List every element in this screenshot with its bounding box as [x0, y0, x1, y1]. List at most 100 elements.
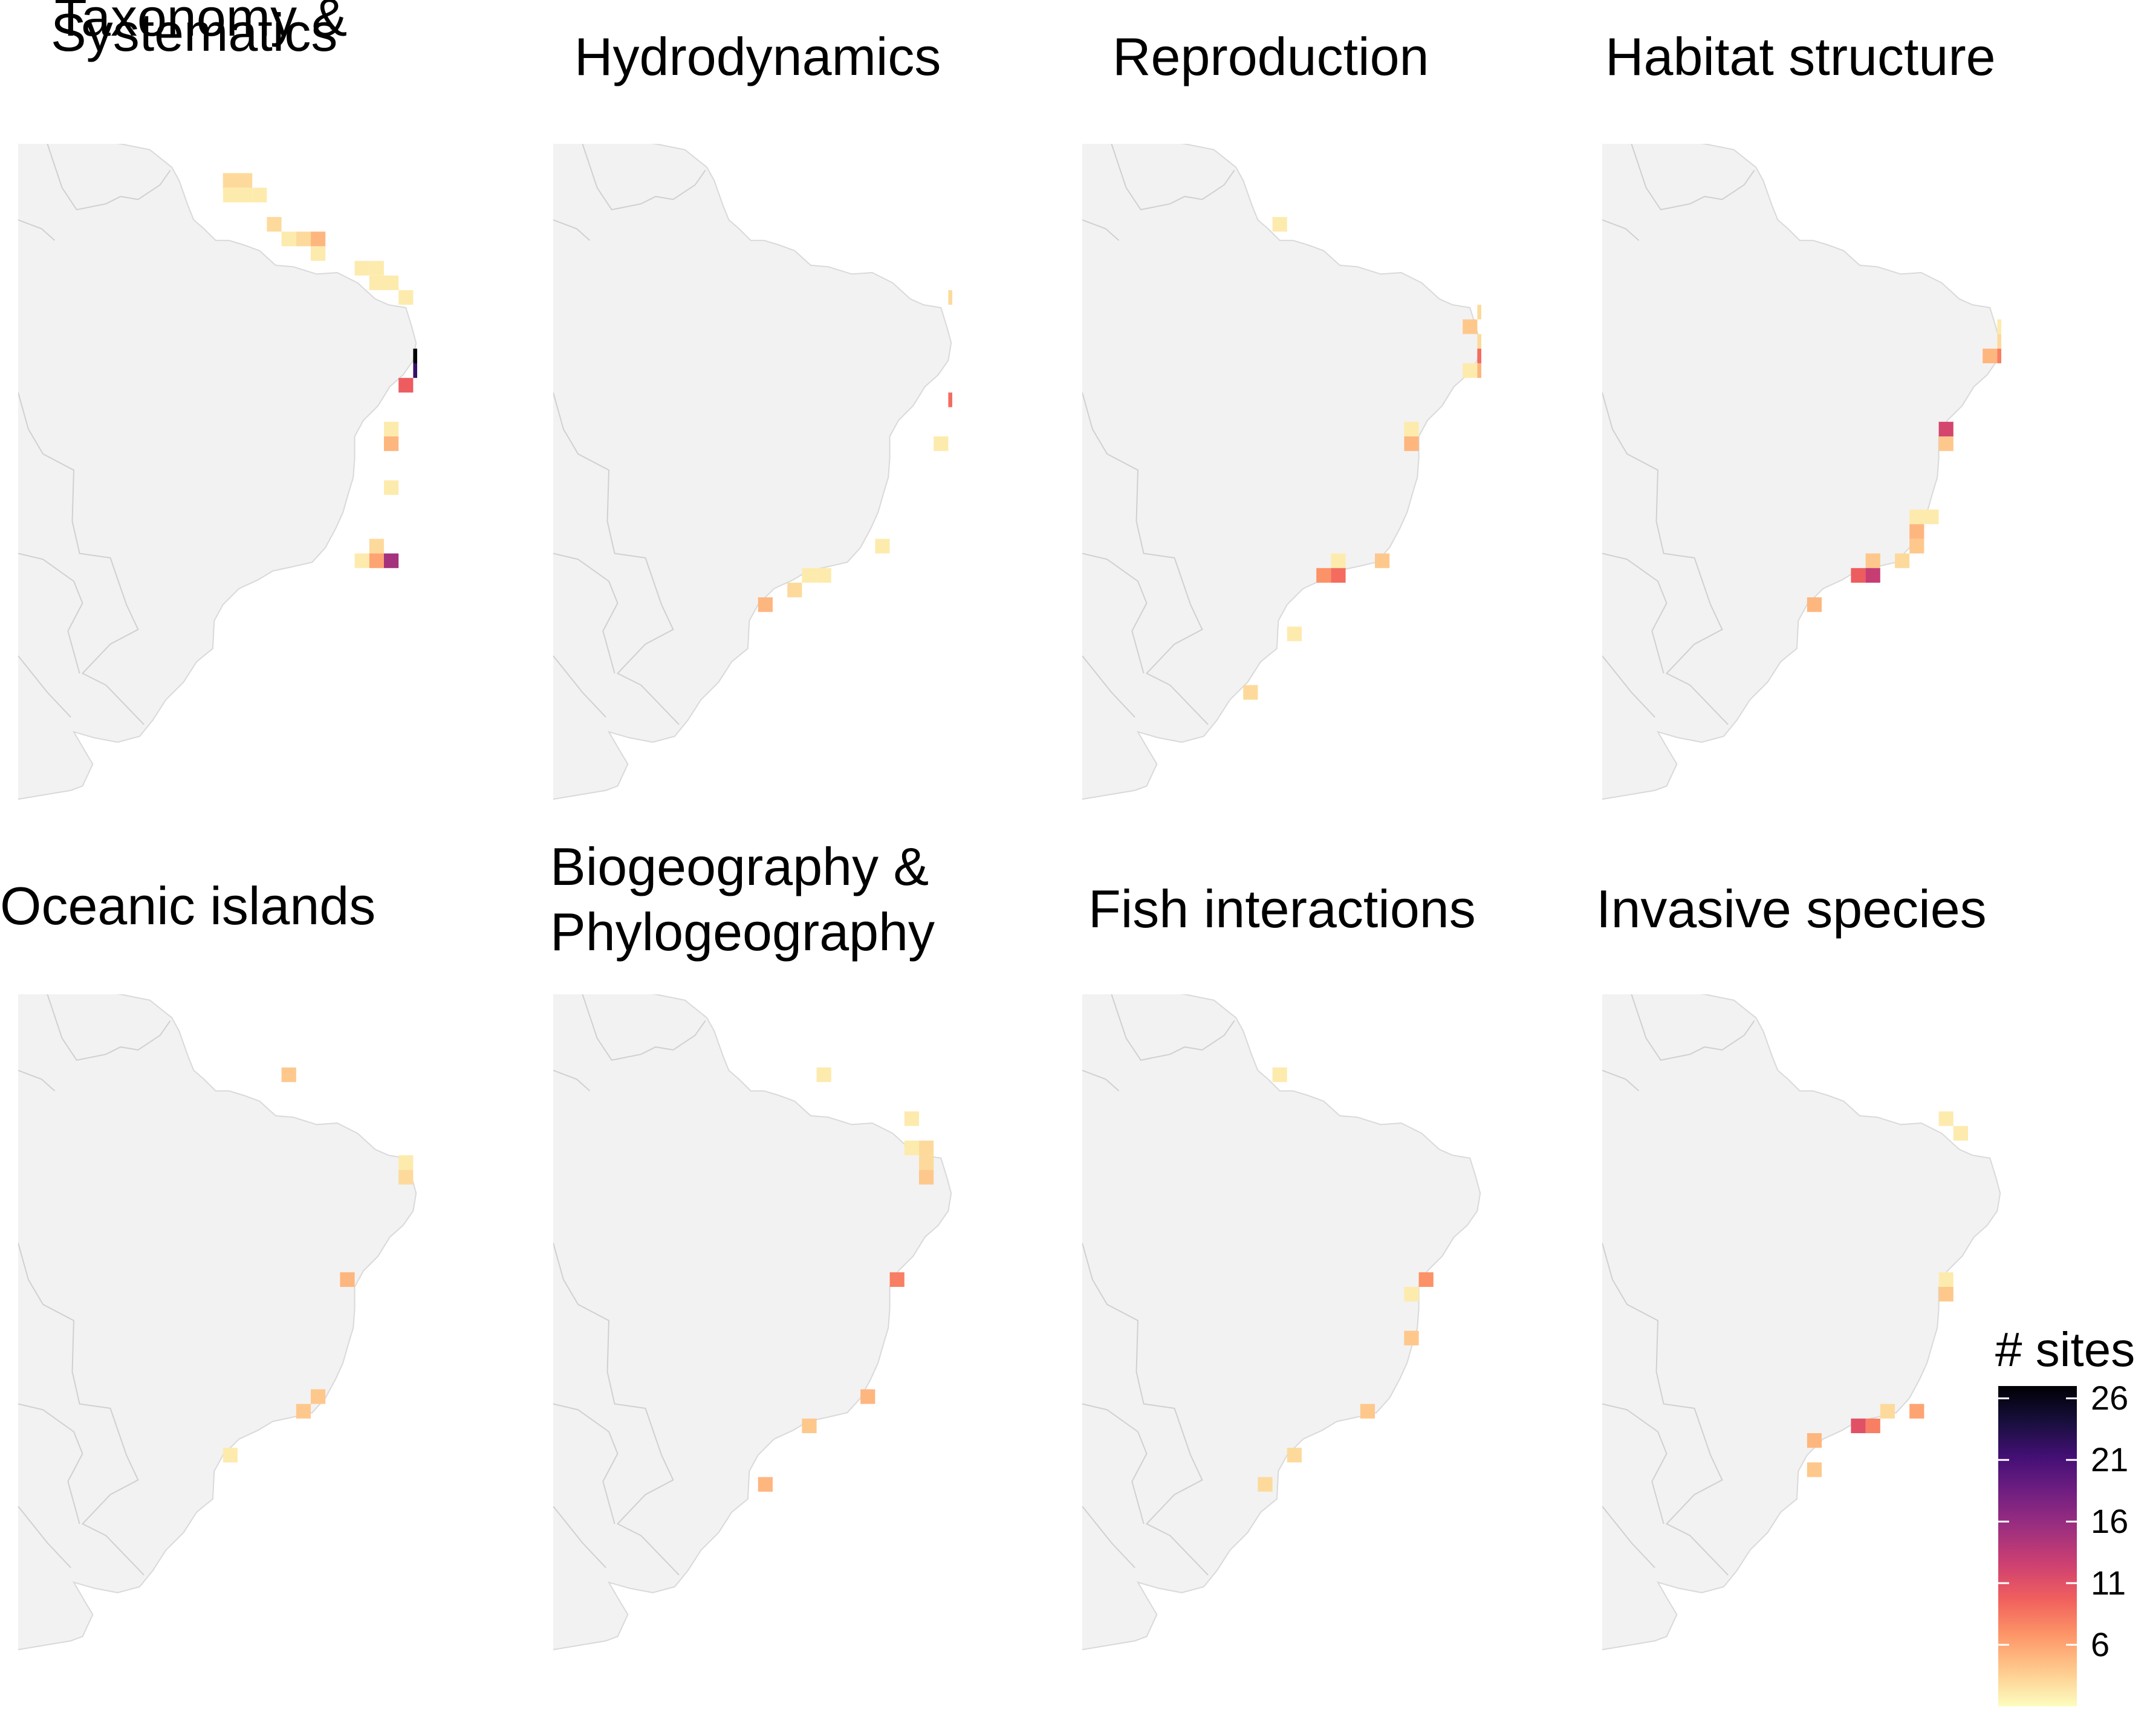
grid-cell [875, 539, 890, 554]
grid-cell [311, 232, 326, 247]
panel-title: Invasive species [1596, 879, 1987, 939]
legend-tick-label: 26 [2091, 1379, 2129, 1417]
south-america-landmass [1602, 994, 2001, 1651]
country-border [1082, 1069, 1120, 1092]
grid-cell [1272, 1067, 1287, 1083]
grid-cell [1997, 319, 2001, 334]
country-border [18, 552, 83, 674]
grid-cell [1243, 685, 1258, 700]
south-america-landmass [553, 994, 952, 1651]
panel-title: Hydrodynamics [574, 27, 941, 86]
grid-cell [384, 553, 399, 568]
grid-cell [1909, 510, 1924, 525]
country-border [1602, 1069, 1640, 1092]
grid-cell [758, 597, 773, 612]
map-panel [1602, 144, 2001, 800]
grid-cell [787, 583, 802, 598]
country-border [1082, 552, 1148, 674]
legend-title: # sites [1995, 1323, 2135, 1376]
grid-cell [1865, 553, 1880, 568]
grid-cell [1938, 421, 1954, 436]
grid-cell [816, 1067, 831, 1083]
country-border [47, 144, 171, 211]
map-panel [18, 994, 417, 1651]
legend-tick-label: 21 [2091, 1440, 2129, 1479]
country-border [18, 1069, 56, 1092]
grid-cell [860, 1389, 875, 1404]
south-america-landmass [553, 144, 952, 800]
grid-cell [1895, 553, 1910, 568]
grid-cell [919, 1141, 934, 1156]
grid-cell [1807, 1462, 1822, 1477]
panel-title: Oceanic islands [0, 876, 376, 936]
grid-cell [1477, 363, 1481, 378]
grid-cell [1404, 436, 1419, 452]
grid-cell [222, 187, 238, 202]
grid-cell [369, 275, 384, 290]
grid-cell [889, 1272, 904, 1287]
grid-cell [816, 568, 831, 583]
country-border [1082, 219, 1120, 241]
grid-cell [1287, 1448, 1302, 1463]
panel-title: Fish interactions [1088, 879, 1476, 939]
country-border [1602, 219, 1640, 241]
legend-colorbar [1998, 1386, 2077, 1706]
grid-cell [1909, 1404, 1924, 1419]
south-america-landmass [18, 144, 417, 800]
panel-title: Reproduction [1112, 27, 1429, 86]
grid-cell [1404, 421, 1419, 436]
grid-cell [1477, 348, 1481, 363]
grid-cell [1865, 568, 1880, 583]
country-border [582, 994, 706, 1061]
grid-cell [1865, 1418, 1880, 1433]
grid-cell [413, 348, 417, 363]
grid-cell [1418, 1272, 1434, 1287]
grid-cell [413, 363, 417, 378]
south-america-landmass [1602, 144, 2001, 800]
grid-cell [369, 539, 384, 554]
grid-cell [398, 290, 414, 305]
grid-cell [1375, 553, 1390, 568]
grid-cell [1258, 1477, 1273, 1492]
grid-cell [267, 217, 282, 232]
grid-cell [384, 275, 399, 290]
grid-cell [222, 1448, 238, 1463]
grid-cell [1938, 436, 1954, 452]
grid-cell [398, 378, 414, 393]
grid-cell [1938, 1272, 1954, 1287]
legend-tick-label: 16 [2091, 1502, 2129, 1541]
grid-cell [758, 1477, 773, 1492]
grid-cell [1938, 1287, 1954, 1302]
map-panel [1082, 144, 1481, 800]
grid-cell [1851, 1418, 1866, 1433]
country-border [18, 219, 56, 241]
country-border [1602, 392, 1729, 725]
grid-cell [369, 553, 384, 568]
grid-cell [1909, 539, 1924, 554]
grid-cell [948, 290, 952, 305]
grid-cell [281, 1067, 296, 1083]
grid-cell [1997, 334, 2001, 349]
country-border [1082, 1403, 1148, 1524]
grid-cell [296, 232, 311, 247]
grid-cell [1477, 334, 1481, 349]
grid-cell [354, 553, 369, 568]
grid-cell [398, 1155, 414, 1170]
grid-cell [934, 436, 949, 452]
grid-cell [238, 173, 253, 188]
panel-title: Taxonomy & [54, 0, 348, 47]
grid-cell [1404, 1287, 1419, 1302]
country-border [18, 392, 145, 725]
country-border [553, 552, 619, 674]
country-border [18, 1243, 145, 1576]
map-panel [553, 144, 952, 800]
country-border [1602, 1403, 1668, 1524]
country-border [553, 392, 680, 725]
grid-cell [1463, 319, 1478, 334]
country-border [18, 655, 71, 718]
country-border [1082, 655, 1135, 718]
grid-cell [238, 187, 253, 202]
panel-title: Habitat structure [1605, 27, 1996, 86]
grid-cell [384, 421, 399, 436]
